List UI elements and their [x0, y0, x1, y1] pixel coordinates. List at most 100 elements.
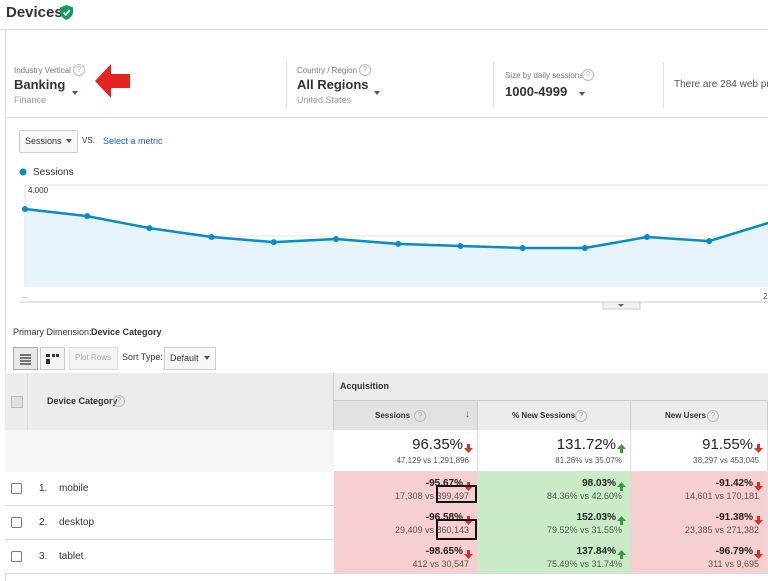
row-index: 1. [39, 483, 48, 494]
benchmark-note: There are 284 web pro [674, 79, 768, 90]
metric-value: -91.38% [715, 512, 753, 523]
metric-cell: 137.84% 75.49% vs 31.74% [478, 540, 631, 574]
row-checkbox[interactable] [11, 517, 22, 528]
filter-divider [663, 62, 664, 108]
metric-value: 152.03% [576, 512, 616, 523]
dropdown-caret[interactable] [66, 139, 72, 143]
trend-arrow [464, 546, 473, 559]
sort-value[interactable]: Default [170, 353, 199, 363]
data-point [519, 244, 526, 251]
highlight-box [436, 519, 477, 540]
primary-dimension-label: Primary Dimension: [13, 327, 92, 337]
help-icon[interactable]: ? [707, 410, 719, 422]
legend-label: Sessions [33, 167, 74, 178]
pivot-view-button[interactable] [40, 347, 65, 370]
help-icon[interactable]: ? [575, 410, 587, 422]
metric-value: -96.79% [715, 546, 753, 557]
filter-value[interactable]: All Regions [297, 77, 369, 92]
plot-rows-label[interactable]: Plot Rows [75, 353, 112, 362]
column-header-cell[interactable] [631, 401, 768, 430]
metric-compare: 84.36% vs 42.60% [546, 491, 622, 501]
metric-cell: -96.58% 29,409 vs 860,143 [334, 506, 478, 540]
dropdown-caret[interactable] [204, 356, 210, 360]
x-edge-label: 2 [763, 292, 768, 301]
filter-sub: Finance [14, 95, 47, 105]
column-header-label: Device Category [47, 396, 118, 406]
totals-compare: 47,129 vs 1,291,896 [396, 456, 469, 465]
trend-arrow [617, 546, 626, 559]
row-name[interactable]: mobile [59, 483, 89, 494]
filter-label: Size by daily sessions [505, 71, 584, 80]
select-metric-link[interactable]: Select a metric [103, 136, 163, 146]
plot-rows-button[interactable] [69, 347, 118, 370]
metric-cell: -96.79% 311 vs 9,695 [631, 540, 768, 574]
row-name[interactable]: desktop [59, 517, 95, 528]
header-checkbox[interactable] [11, 396, 23, 408]
column-header-cell[interactable] [334, 401, 478, 430]
series-area [25, 208, 768, 287]
column-header-cell[interactable] [478, 401, 631, 430]
totals-cell: 131.72% 81.26% vs 35.07% [478, 430, 631, 472]
group-header: Acquisition [340, 381, 389, 391]
help-icon[interactable]: ? [414, 410, 426, 422]
metric-compare: 23,385 vs 271,382 [684, 525, 759, 535]
row-bg [5, 540, 334, 574]
metric-cell: -98.65% 412 vs 30,547 [334, 540, 478, 574]
totals-cell: 96.35% 47,129 vs 1,291,896 [334, 430, 478, 472]
totals-compare: 81.26% vs 35.07% [555, 456, 622, 465]
data-point [84, 213, 91, 220]
data-point [208, 234, 215, 241]
verified-icon [60, 5, 73, 20]
filter-value[interactable]: Banking [14, 77, 66, 92]
help-icon[interactable]: ? [582, 69, 594, 81]
data-point [333, 236, 339, 243]
metric-cell: 152.03% 79.52% vs 31.55% [478, 506, 631, 540]
column-header-label[interactable]: % New Sessions [512, 411, 576, 420]
metric-value: -91.42% [715, 478, 753, 489]
metric-value: -98.65% [425, 546, 463, 557]
panel-border [5, 30, 6, 581]
collapse-caret [618, 304, 624, 307]
help-icon[interactable]: ? [73, 64, 85, 76]
filter-value[interactable]: 1000-4999 [505, 84, 568, 99]
legend-marker [19, 168, 27, 176]
table-view-button[interactable] [13, 347, 38, 370]
vs-label: VS. [82, 136, 95, 145]
metric-dropdown[interactable] [19, 130, 78, 153]
metric-compare: 79.52% vs 31.55% [546, 525, 622, 535]
column-header-label[interactable]: Sessions [375, 411, 411, 420]
help-icon[interactable]: ? [359, 64, 371, 76]
trend-arrow [617, 512, 626, 525]
metric-cell: -91.42% 14,601 vs 170,181 [631, 472, 768, 506]
row-checkbox[interactable] [11, 483, 22, 494]
dropdown-caret[interactable] [72, 91, 78, 95]
data-point [581, 244, 588, 251]
metric-value[interactable]: Sessions [25, 136, 62, 146]
row-name[interactable]: tablet [59, 551, 84, 562]
metric-compare: 17,308 vs 399,497 [394, 491, 469, 501]
metric-compare: 311 vs 9,695 [708, 559, 759, 569]
x-edge-label: ... [22, 293, 28, 300]
dropdown-caret[interactable] [374, 91, 380, 95]
dropdown-caret[interactable] [579, 92, 585, 96]
metric-value: -95.67% [425, 478, 463, 489]
trend-arrow [617, 440, 626, 453]
help-icon[interactable]: ? [113, 395, 125, 407]
metric-cell: -91.38% 23,385 vs 271,382 [631, 506, 768, 540]
metric-compare: 29,409 vs 860,143 [394, 525, 469, 535]
data-point [270, 239, 277, 246]
row-checkbox[interactable] [11, 551, 22, 562]
column-header [27, 373, 334, 430]
data-point [644, 234, 650, 241]
primary-dimension-value[interactable]: Device Category [91, 327, 162, 337]
header-divider [0, 29, 768, 30]
group-divider [334, 400, 768, 401]
metric-value: 98.03% [582, 478, 616, 489]
filter-label: Industry Vertical [14, 66, 71, 75]
sort-dropdown[interactable] [164, 347, 216, 370]
metric-compare: 14,601 vs 170,181 [684, 491, 759, 501]
totals-value: 91.55% [702, 436, 753, 453]
column-header-label[interactable]: New Users [665, 411, 706, 420]
filter-bottom-divider [5, 117, 768, 118]
trend-arrow [754, 440, 763, 453]
